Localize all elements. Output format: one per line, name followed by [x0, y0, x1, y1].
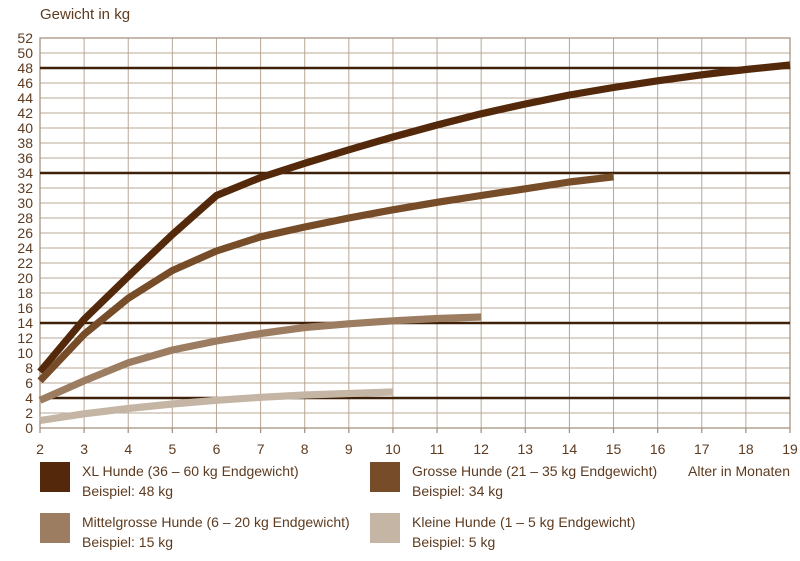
grosse-hunde-swatch [370, 462, 400, 492]
legend-label: Kleine Hunde (1 – 5 kg Endgewicht) [412, 514, 636, 530]
y-tick-label: 38 [17, 135, 33, 151]
legend-item-kleine-hunde: Kleine Hunde (1 – 5 kg Endgewicht) Beisp… [370, 512, 790, 552]
legend-label: Mittelgrosse Hunde (6 – 20 kg Endgewicht… [82, 514, 350, 530]
xl-hunde-swatch [40, 462, 70, 492]
y-tick-label: 18 [17, 285, 33, 301]
y-tick-label: 2 [25, 405, 33, 421]
y-tick-label: 44 [17, 90, 33, 106]
y-tick-label: 52 [17, 30, 33, 46]
y-tick-label: 50 [17, 45, 33, 61]
y-tick-label: 32 [17, 180, 33, 196]
y-tick-label: 26 [17, 225, 33, 241]
x-tick-label: 4 [124, 441, 132, 457]
legend-example: Beispiel: 5 kg [412, 534, 496, 550]
x-tick-label: 18 [738, 441, 754, 457]
kleine-hunde-swatch [370, 513, 400, 543]
series-line-2 [38, 313, 482, 404]
y-tick-label: 48 [17, 60, 33, 76]
x-tick-label: 2 [36, 441, 44, 457]
series-line-1 [37, 173, 614, 384]
x-tick-label: 9 [345, 441, 353, 457]
y-tick-label: 28 [17, 210, 33, 226]
growth-chart: 0246810121416182022242628303234363840424… [17, 30, 798, 457]
y-tick-label: 42 [17, 105, 33, 121]
x-tick-label: 16 [650, 441, 666, 457]
y-tick-label: 46 [17, 75, 33, 91]
y-tick-label: 20 [17, 270, 33, 286]
y-tick-label: 34 [17, 165, 33, 181]
x-tick-label: 13 [518, 441, 534, 457]
legend: XL Hunde (36 – 60 kg Endgewicht) Beispie… [40, 461, 790, 552]
y-tick-label: 40 [17, 120, 33, 136]
y-tick-label: 0 [25, 420, 33, 436]
y-tick-label: 10 [17, 345, 33, 361]
y-tick-label: 24 [17, 240, 33, 256]
series-line-0 [37, 61, 791, 375]
x-axis-label: Alter in Monaten [688, 463, 790, 479]
y-tick-label: 36 [17, 150, 33, 166]
y-tick-label: 22 [17, 255, 33, 271]
x-tick-label: 10 [385, 441, 401, 457]
x-tick-label: 17 [694, 441, 710, 457]
x-tick-label: 6 [213, 441, 221, 457]
legend-example: Beispiel: 15 kg [82, 534, 174, 550]
x-tick-label: 3 [80, 441, 88, 457]
legend-example: Beispiel: 48 kg [82, 483, 174, 499]
chart-title: Gewicht in kg [40, 6, 131, 23]
legend-example: Beispiel: 34 kg [412, 483, 504, 499]
x-tick-label: 15 [606, 441, 622, 457]
series-line-3 [39, 388, 394, 425]
y-tick-label: 4 [25, 390, 33, 406]
x-tick-label: 12 [473, 441, 489, 457]
y-tick-label: 6 [25, 375, 33, 391]
x-tick-label: 14 [562, 441, 578, 457]
y-tick-label: 30 [17, 195, 33, 211]
legend-label: XL Hunde (36 – 60 kg Endgewicht) [82, 463, 299, 479]
legend-item-mittelgrosse-hunde: Mittelgrosse Hunde (6 – 20 kg Endgewicht… [40, 512, 370, 552]
legend-item-grosse-hunde: Grosse Hunde (21 – 35 kg Endgewicht) Bei… [370, 461, 790, 501]
y-tick-label: 8 [25, 360, 33, 376]
x-tick-label: 11 [430, 441, 445, 457]
legend-label: Grosse Hunde (21 – 35 kg Endgewicht) [412, 463, 658, 479]
y-tick-label: 14 [17, 315, 33, 331]
mittelgrosse-hunde-swatch [40, 513, 70, 543]
y-tick-label: 12 [17, 330, 33, 346]
x-tick-label: 8 [301, 441, 309, 457]
y-tick-label: 16 [17, 300, 33, 316]
x-tick-label: 19 [782, 441, 798, 457]
x-tick-label: 5 [168, 441, 176, 457]
x-tick-label: 7 [257, 441, 265, 457]
legend-item-xl-hunde: XL Hunde (36 – 60 kg Endgewicht) Beispie… [40, 461, 370, 501]
plot-border [39, 37, 791, 429]
